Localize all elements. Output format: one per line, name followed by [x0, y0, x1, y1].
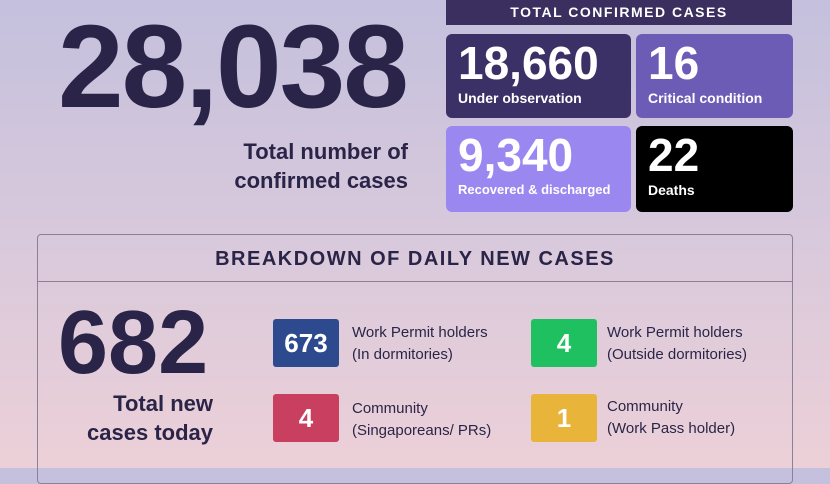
wp-outside-line2: (Outside dormitories)	[607, 345, 748, 363]
total-confirmed-number: 28,038	[58, 1, 409, 133]
community-sg-count-badge: 4	[273, 394, 339, 442]
recovered-tile: 9,340 Recovered & discharged	[446, 126, 631, 212]
wp-outside-line1: Work Permit holders	[607, 324, 743, 341]
community-wp-line1: Community	[607, 398, 683, 415]
total-label-line2: confirmed cases	[234, 167, 408, 193]
total-label-line1: Total number of	[243, 139, 408, 164]
wp-outside-count-badge: 4	[531, 319, 597, 367]
under-observation-tile: 18,660 Under observation	[446, 34, 631, 118]
deaths-tile: 22 Deaths	[636, 126, 793, 212]
community-wp-category-label: Community (Work Pass holder)	[607, 396, 735, 440]
today-label-line2: cases today	[87, 419, 213, 445]
today-label-line1: Total new	[113, 391, 213, 416]
critical-value: 16	[648, 37, 700, 89]
wp-outside-category-label: Work Permit holders (Outside dormitories…	[607, 322, 747, 366]
recovered-label: Recovered & discharged	[458, 182, 611, 197]
community-wp-line2: (Work Pass holder)	[607, 419, 736, 437]
total-confirmed-label: Total number of confirmed cases	[148, 138, 408, 195]
wp-dorm-line1: Work Permit holders	[352, 324, 488, 341]
community-sg-line2: (Singaporeans/ PRs)	[352, 421, 492, 439]
community-wp-count-badge: 1	[531, 394, 597, 442]
deaths-label: Deaths	[648, 182, 695, 198]
recovered-value: 9,340	[458, 129, 574, 181]
under-observation-value: 18,660	[458, 37, 599, 89]
confirmed-cases-header: TOTAL CONFIRMED CASES	[446, 0, 792, 25]
breakdown-title: BREAKDOWN OF DAILY NEW CASES	[38, 235, 792, 282]
total-new-cases-number: 682	[58, 293, 209, 393]
critical-tile: 16 Critical condition	[636, 34, 793, 118]
critical-label: Critical condition	[648, 90, 763, 106]
deaths-value: 22	[648, 129, 700, 181]
community-sg-category-label: Community (Singaporeans/ PRs)	[352, 398, 491, 442]
total-new-cases-label: Total new cases today	[40, 390, 213, 447]
wp-dorm-category-label: Work Permit holders (In dormitories)	[352, 322, 488, 366]
wp-dorm-count-badge: 673	[273, 319, 339, 367]
under-observation-label: Under observation	[458, 90, 582, 106]
community-sg-line1: Community	[352, 400, 428, 417]
wp-dorm-line2: (In dormitories)	[352, 345, 453, 363]
